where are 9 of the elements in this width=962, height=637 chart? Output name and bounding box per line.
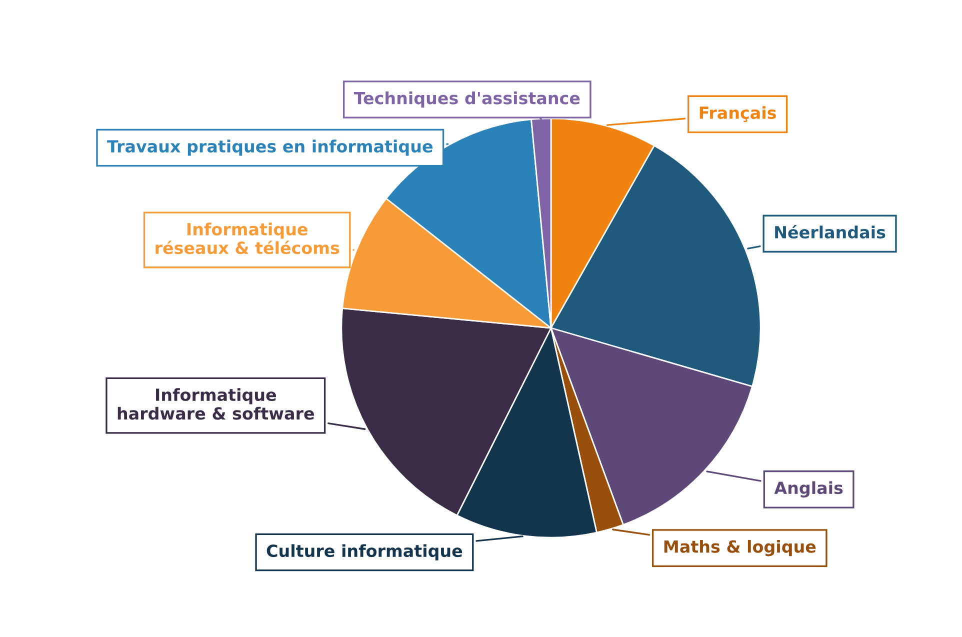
slice-label: Néerlandais [775,224,886,239]
slice-label: Techniques d'assistance [354,91,580,108]
slice-label: Informatique hardware & software [118,388,314,420]
slice-label: Anglais [774,481,843,498]
slice-label: Informatique réseaux & télécoms [156,222,340,254]
slice-label: Maths & logique [664,540,816,556]
slice-label: Culture informatique [266,544,462,560]
slice-label: Français [700,106,776,122]
slice-label: Travaux pratiques en informatique [107,140,432,156]
